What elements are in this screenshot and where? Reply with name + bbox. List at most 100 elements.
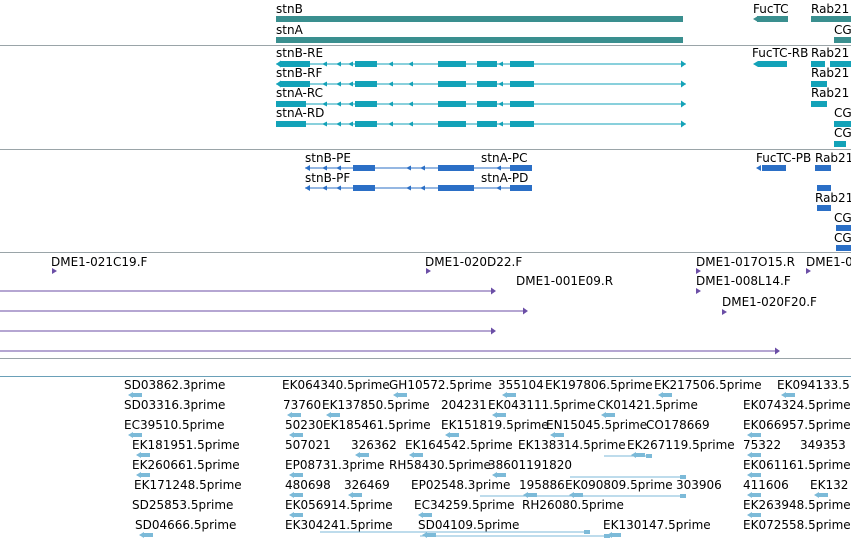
est-label: EK217506.5prime xyxy=(654,378,762,392)
strand-arrow xyxy=(408,61,413,67)
strand-arrow xyxy=(476,81,481,87)
clone-label: DME1-021C19.F xyxy=(51,255,148,269)
track-divider xyxy=(0,252,851,253)
transcript-label: CG xyxy=(834,126,851,140)
clone-end-marker xyxy=(806,268,811,274)
clone-end-marker xyxy=(491,327,496,335)
est-marker xyxy=(136,472,141,478)
clone-end-marker xyxy=(426,268,431,274)
strand-arrow xyxy=(388,81,393,87)
est-label: SD04666.5prime xyxy=(135,518,237,532)
track-divider xyxy=(0,45,851,46)
est-block xyxy=(413,453,423,457)
est-marker xyxy=(502,392,507,398)
transcript-label: FucTC-RB xyxy=(752,46,809,60)
protein-label: Rab21 xyxy=(815,151,851,165)
strand-arrow xyxy=(681,80,686,88)
strand-arrow xyxy=(408,121,413,127)
exon-block xyxy=(817,205,831,211)
est-label: EK090809.5prime xyxy=(565,478,673,492)
est-marker xyxy=(747,492,752,498)
est-label: EK130147.5prime xyxy=(603,518,711,532)
exon-block xyxy=(510,185,532,191)
strand-arrow xyxy=(420,185,425,191)
protein-label: stnA-PC xyxy=(481,151,528,165)
exon-block xyxy=(280,81,310,87)
clone-end-marker xyxy=(523,307,528,315)
est-label: SD25853.5prime xyxy=(132,498,234,512)
exon-block xyxy=(355,61,377,67)
strand-arrow xyxy=(681,100,686,108)
est-block xyxy=(554,433,564,437)
strand-arrow xyxy=(322,61,327,67)
exon-block xyxy=(438,185,466,191)
est-label: 349353 xyxy=(800,438,846,452)
est-block xyxy=(751,473,761,477)
strand-arrow xyxy=(496,185,501,191)
est-block xyxy=(496,473,506,477)
clone-end-marker xyxy=(696,268,701,274)
strand-arrow xyxy=(498,121,503,127)
gene-bar xyxy=(834,37,851,43)
gene-bar xyxy=(276,37,683,43)
transcript-label: Rab21 xyxy=(811,66,850,80)
est-marker xyxy=(492,472,497,478)
est-label: EK138314.5prime xyxy=(518,438,626,452)
est-marker xyxy=(128,432,133,438)
strand-arrow xyxy=(498,61,503,67)
est-label: EC39510.5prime xyxy=(124,418,225,432)
strand-arrow xyxy=(496,165,501,171)
est-marker xyxy=(747,432,752,438)
est-label: 326362 xyxy=(351,438,397,452)
est-block xyxy=(611,533,621,537)
strand-arrow xyxy=(276,80,281,88)
est-block xyxy=(143,533,153,537)
gene-label: CG xyxy=(834,23,851,37)
strand-arrow xyxy=(336,81,341,87)
est-block xyxy=(422,513,432,517)
est-marker xyxy=(355,452,360,458)
est-label: EK061161.5prime xyxy=(743,458,851,472)
gene-label: stnA xyxy=(276,23,303,37)
clone-label: DME1-01 xyxy=(806,255,851,269)
track-divider xyxy=(0,358,851,359)
strand-arrow xyxy=(420,165,425,171)
exon-block xyxy=(477,61,497,67)
est-label: EK260661.5prime xyxy=(132,458,240,472)
exon-block xyxy=(811,101,827,107)
est-block xyxy=(449,433,459,437)
est-marker xyxy=(287,412,292,418)
est-block xyxy=(132,393,142,397)
est-label: 480698 xyxy=(285,478,331,492)
est-label: EK043111.5prime xyxy=(488,398,596,412)
strand-arrow xyxy=(681,60,686,68)
strand-arrow xyxy=(406,165,411,171)
est-label: RH26080.5prime xyxy=(522,498,624,512)
exon-block xyxy=(834,121,851,127)
exon-block xyxy=(280,61,310,67)
est-block xyxy=(293,513,303,517)
clone-end-marker xyxy=(52,268,57,274)
clone-end-marker xyxy=(722,309,727,315)
exon-block xyxy=(762,165,786,171)
est-block xyxy=(506,393,516,397)
est-block xyxy=(680,475,686,479)
gene-label: stnB xyxy=(276,2,303,16)
est-label: EK094133.5 xyxy=(777,378,850,392)
strand-arrow xyxy=(811,61,816,67)
clone-label: DME1-001E09.R xyxy=(516,274,614,288)
protein-label: Rab21 xyxy=(815,191,851,205)
est-label: SD03862.3prime xyxy=(124,378,226,392)
est-block xyxy=(604,534,610,538)
transcript-label: stnB-RF xyxy=(276,66,323,80)
est-block xyxy=(680,494,686,498)
est-label: GH10572.5prime xyxy=(389,378,492,392)
est-marker xyxy=(814,492,819,498)
est-label: 507021 xyxy=(285,438,331,452)
exon-block xyxy=(438,81,466,87)
est-label: EK171248.5prime xyxy=(134,478,242,492)
est-block xyxy=(785,393,795,397)
est-marker xyxy=(747,472,752,478)
exon-block xyxy=(815,165,831,171)
est-block xyxy=(751,453,761,457)
